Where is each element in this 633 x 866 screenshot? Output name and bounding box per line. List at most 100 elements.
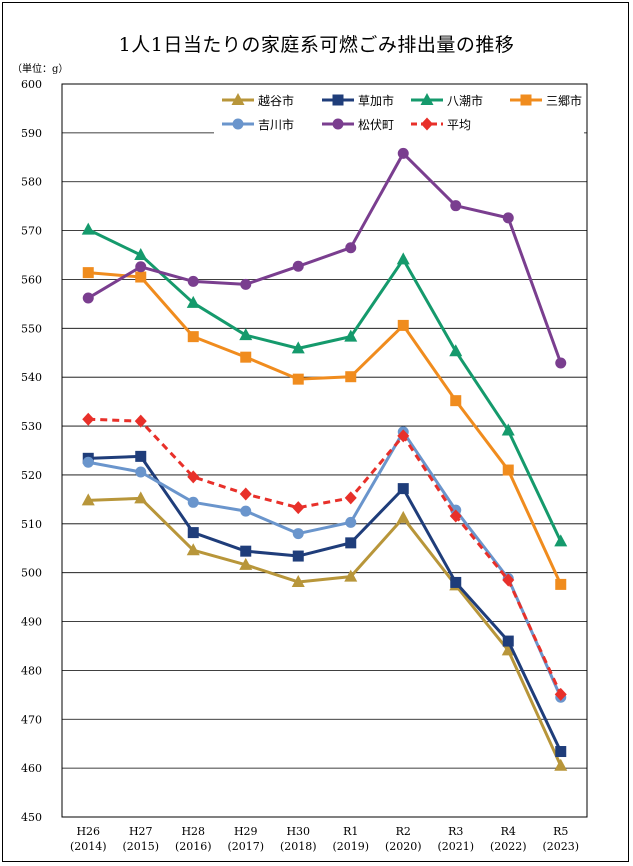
y-tick-label: 500 bbox=[21, 567, 42, 580]
x-tick-label: H29 bbox=[234, 825, 258, 838]
legend-item-5: 松伏町 bbox=[322, 118, 394, 132]
legend-label: 松伏町 bbox=[358, 118, 394, 132]
legend-label: 越谷市 bbox=[258, 93, 294, 108]
data-point bbox=[291, 341, 305, 354]
x-tick-label: H27 bbox=[129, 825, 153, 838]
data-point bbox=[135, 450, 147, 462]
data-point bbox=[449, 509, 462, 523]
data-point bbox=[239, 328, 253, 341]
data-point bbox=[187, 275, 199, 287]
data-point bbox=[187, 496, 199, 508]
grid-layer bbox=[62, 132, 587, 769]
series-line bbox=[87, 228, 563, 543]
data-point bbox=[396, 510, 410, 523]
data-point bbox=[345, 537, 357, 549]
data-point bbox=[134, 248, 148, 261]
data-point bbox=[344, 569, 358, 582]
x-tick-sublabel: (2019) bbox=[332, 840, 369, 853]
x-tick-sublabel: (2020) bbox=[385, 840, 422, 853]
data-point bbox=[501, 643, 515, 656]
data-point bbox=[501, 423, 515, 436]
y-tick-label: 570 bbox=[21, 225, 42, 238]
data-point bbox=[502, 212, 514, 224]
data-point bbox=[239, 487, 252, 501]
x-tick-sublabel: (2016) bbox=[175, 840, 212, 853]
y-tick-label: 490 bbox=[21, 616, 42, 629]
data-point bbox=[239, 557, 253, 570]
data-point bbox=[449, 344, 463, 357]
data-point bbox=[134, 414, 147, 428]
axis-layer: 450 460 470 480 490 500 510 520 530 540 550 560 570 5… bbox=[21, 78, 588, 853]
x-tick-sublabel: (2015) bbox=[122, 840, 159, 853]
series-0 bbox=[81, 491, 568, 771]
data-point bbox=[240, 278, 252, 290]
series-3 bbox=[82, 267, 567, 590]
data-point bbox=[82, 267, 94, 279]
x-tick-label: H28 bbox=[181, 825, 205, 838]
data-point bbox=[502, 464, 514, 476]
data-point bbox=[554, 534, 568, 547]
data-point bbox=[240, 505, 252, 517]
data-point bbox=[187, 331, 199, 343]
legend-item-3: 三郷市 bbox=[510, 93, 582, 108]
data-point bbox=[186, 543, 200, 556]
x-tick-label: H30 bbox=[286, 825, 310, 838]
legend-item-4: 吉川市 bbox=[222, 117, 294, 132]
legend-label: 吉川市 bbox=[258, 117, 294, 132]
data-point bbox=[345, 371, 357, 383]
legend-item-2: 八潮市 bbox=[411, 93, 483, 108]
x-tick-label: R1 bbox=[343, 825, 358, 838]
data-point bbox=[292, 550, 304, 562]
data-point bbox=[502, 573, 515, 587]
series-line bbox=[88, 271, 563, 586]
legend-swatch-marker bbox=[420, 93, 434, 105]
data-point bbox=[292, 528, 304, 540]
y-tick-label: 520 bbox=[21, 469, 42, 482]
data-point bbox=[82, 292, 94, 304]
data-point bbox=[291, 574, 305, 587]
legend-label: 平均 bbox=[447, 118, 471, 132]
x-tick-sublabel: (2014) bbox=[70, 840, 107, 853]
y-tick-label: 560 bbox=[21, 273, 42, 286]
legend-swatch-marker bbox=[231, 93, 245, 105]
series-6 bbox=[82, 412, 567, 701]
chart-title: 1人1日当たりの家庭系可燃ごみ排出量の推移 bbox=[118, 34, 515, 56]
data-point bbox=[135, 271, 147, 283]
legend-item-1: 草加市 bbox=[322, 93, 394, 108]
data-point bbox=[450, 395, 462, 407]
data-point bbox=[345, 242, 357, 254]
data-point bbox=[397, 429, 410, 443]
data-point bbox=[186, 295, 200, 308]
x-tick-sublabel: (2021) bbox=[437, 840, 474, 853]
y-tick-label: 590 bbox=[21, 127, 42, 140]
series-5 bbox=[82, 147, 567, 369]
legend-label: 八潮市 bbox=[447, 93, 483, 108]
legend-item-0: 越谷市 bbox=[222, 93, 294, 108]
series-2 bbox=[81, 222, 568, 547]
series-line bbox=[88, 496, 563, 767]
y-tick-label: 510 bbox=[21, 518, 42, 531]
series-line bbox=[87, 151, 563, 364]
series-line bbox=[88, 454, 563, 753]
data-point bbox=[292, 373, 304, 385]
plot-area-border bbox=[61, 83, 588, 818]
series-line bbox=[88, 417, 563, 695]
data-point bbox=[82, 456, 94, 468]
legend-swatch-marker bbox=[520, 94, 532, 106]
series-4 bbox=[82, 426, 567, 703]
legend-label: 三郷市 bbox=[546, 93, 582, 108]
data-point bbox=[81, 222, 95, 235]
data-point bbox=[450, 200, 462, 212]
data-point bbox=[396, 252, 410, 265]
series-line bbox=[87, 430, 563, 698]
x-tick-sublabel: (2017) bbox=[227, 840, 264, 853]
data-point bbox=[345, 516, 357, 528]
data-point bbox=[502, 635, 514, 647]
data-point bbox=[555, 578, 567, 590]
data-point bbox=[397, 147, 409, 159]
unit-label: （単位：g） bbox=[12, 64, 69, 75]
x-tick-label: R5 bbox=[553, 825, 568, 838]
x-tick-label: R2 bbox=[396, 825, 411, 838]
